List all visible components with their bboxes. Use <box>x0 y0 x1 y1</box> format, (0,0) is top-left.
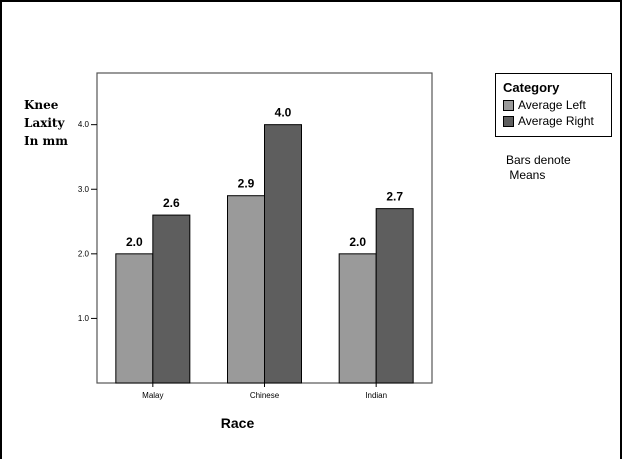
bar <box>227 195 265 384</box>
x-tick-label: Indian <box>365 391 387 400</box>
legend-item-average-left: Average Left <box>503 98 586 112</box>
bar-data-label: 2.7 <box>386 190 403 204</box>
legend-swatch-average-right <box>503 115 514 127</box>
y-tick-label: 3.0 <box>78 185 90 194</box>
x-axis-label: Race <box>220 415 255 431</box>
y-tick-label: 1.0 <box>78 314 90 323</box>
bar-data-label: 4.0 <box>275 106 292 120</box>
bar <box>375 208 414 384</box>
y-tick-label: 2.0 <box>78 249 90 258</box>
x-tick-label: Chinese <box>250 391 280 400</box>
legend-title: Category <box>503 80 560 95</box>
legend-label-average-left: Average Left <box>518 98 586 112</box>
bar <box>115 253 154 384</box>
bar-data-label: 2.0 <box>126 235 143 249</box>
bar-data-label: 2.0 <box>349 235 366 249</box>
bar-data-label: 2.9 <box>238 177 255 191</box>
legend: Category Average Left Average Right <box>495 73 612 137</box>
bar <box>338 253 377 384</box>
legend-item-average-right: Average Right <box>503 114 594 128</box>
legend-label-average-right: Average Right <box>518 114 594 128</box>
x-tick-label: Malay <box>142 391 163 400</box>
legend-swatch-average-left <box>503 99 514 111</box>
bar <box>264 124 302 384</box>
bar-data-label: 2.6 <box>163 196 180 210</box>
y-axis-label: Knee Laxity In mm <box>24 98 68 148</box>
annotation-note: Bars denote Means <box>506 153 571 182</box>
bar <box>152 214 191 384</box>
y-tick-label: 4.0 <box>78 120 90 129</box>
